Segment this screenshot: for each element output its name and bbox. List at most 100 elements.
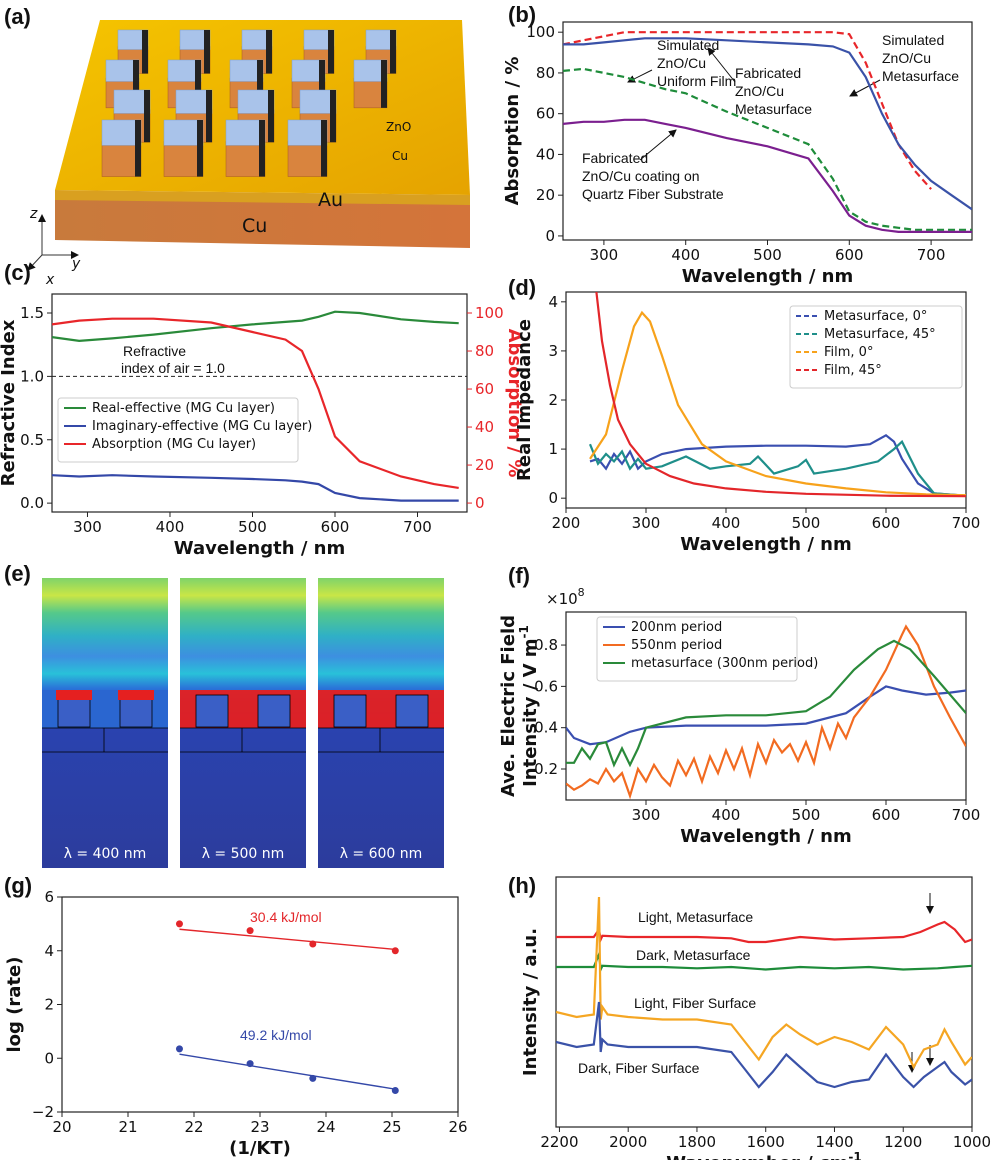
point (309, 1074, 317, 1082)
x-axis-label-text: Wavenumber / cm (666, 1153, 848, 1160)
x-tick-label: 500 (792, 806, 821, 824)
legend-box (789, 305, 963, 389)
x-tick-label: 400 (156, 518, 185, 536)
x-tick-label: 1000 (953, 1133, 991, 1151)
legend-label: Imaginary-effective (MG Cu layer) (92, 419, 312, 434)
x-tick-label: 1400 (815, 1133, 853, 1151)
hot-spot (118, 690, 154, 700)
cube-shade (135, 120, 141, 177)
x-tick-label: 500 (753, 246, 782, 264)
legend-label: Absorption (MG Cu layer) (92, 437, 256, 452)
field-cube (195, 694, 229, 728)
illustration-text: Cu (392, 149, 408, 163)
y2-tick-label: 80 (475, 342, 494, 360)
cube-shade (328, 30, 334, 74)
x-axis-label: Wavelength / nm (682, 266, 853, 287)
legend-box (596, 616, 798, 682)
series-line (566, 639, 966, 768)
annotation: ZnO/Cu coating on (582, 168, 700, 184)
panel-label: (b) (508, 2, 536, 27)
series-line (556, 1001, 972, 1089)
annotation: 30.4 kJ/mol (250, 909, 322, 925)
y-tick-label: 0 (545, 227, 555, 245)
annotation: Simulated (882, 32, 944, 48)
series-line (595, 292, 966, 498)
chart: (h) 2200 2000 1800 1600 1400 1200 1000 Wavenumbe… (508, 873, 991, 1160)
cube-side (163, 141, 204, 177)
x-tick-label: 1800 (678, 1133, 716, 1151)
series-line (52, 317, 459, 489)
annotation: Fabricated (582, 150, 648, 166)
y-tick-label: 0.5 (20, 431, 44, 449)
y-tick-label: 4 (44, 942, 54, 960)
series-line (52, 310, 459, 343)
y-tick-label: 0.4 (534, 719, 558, 737)
cube-side (225, 141, 266, 177)
series-line (556, 950, 972, 974)
y-axis-label: Intensity / a.u. (520, 928, 541, 1076)
map-label: λ = 500 nm (202, 846, 285, 862)
y-axis-label: log (rate) (4, 957, 25, 1053)
y-axis-label-text: Intensity / V m (520, 638, 541, 786)
annotation: Metasurface (735, 101, 812, 117)
x-axis-label: Wavenumber / cm-1 (666, 1150, 862, 1160)
y-tick-label: 0.0 (20, 494, 44, 512)
point (175, 920, 183, 928)
y2-tick-label: 40 (475, 418, 494, 436)
x-tick-label: 600 (321, 518, 350, 536)
annotation: Simulated (657, 37, 719, 53)
x-axis-label: Wavelength / nm (680, 534, 851, 555)
illustration-text: z (29, 206, 38, 222)
x-axis-label: Wavelength / nm (174, 538, 345, 559)
x-tick-label: 2200 (540, 1133, 578, 1151)
annotation: Metasurface (882, 68, 959, 84)
y-tick-label: 1 (548, 440, 558, 458)
y-axis-label: Absorption / % (502, 57, 523, 206)
y-axis-label: Intensity / V m-1 (517, 625, 541, 787)
y-tick-label: 0.2 (534, 760, 558, 778)
x-tick-label: 2000 (609, 1133, 647, 1151)
y2-tick-label: 60 (475, 380, 494, 398)
annotation: ZnO/Cu (882, 50, 931, 66)
point (391, 1087, 399, 1094)
y-tick-label: 100 (526, 23, 555, 41)
cube-shade (319, 60, 325, 108)
panel-label: (h) (508, 873, 536, 898)
cube-top (287, 119, 328, 146)
plot-frame (565, 611, 967, 801)
series-line (556, 896, 972, 1070)
arrow (849, 79, 881, 97)
y-tick-label: 0.8 (534, 636, 558, 654)
cube-shade (390, 30, 396, 74)
legend-box (57, 397, 299, 463)
annotation: ZnO/Cu (735, 83, 784, 99)
series-line (563, 37, 972, 211)
y-tick-label: 1.5 (20, 304, 44, 322)
axis-arrow (27, 254, 43, 271)
series-label: Dark, Fiber Surface (578, 1060, 700, 1076)
chart: (d) 200 300 400 500 600 700 0 1 2 3 4 Wavelength / n… (508, 275, 980, 555)
x-tick-label: 700 (952, 806, 981, 824)
legend-label: 200nm period (631, 620, 722, 635)
series-line (52, 474, 459, 502)
superscript: 8 (578, 586, 585, 599)
x-tick-label: 21 (118, 1118, 137, 1136)
field-cube (333, 694, 367, 728)
cube-shade (268, 90, 274, 143)
y-tick-label: 40 (536, 145, 555, 163)
panel-label: (d) (508, 275, 536, 300)
series-line (589, 310, 966, 497)
annotation: Quartz Fiber Substrate (582, 186, 724, 202)
cube-shade (195, 60, 201, 108)
reference-label: index of air = 1.0 (121, 360, 225, 376)
x-axis-label-text: Wavelength / nm (682, 266, 853, 287)
superscript: -1 (848, 1150, 861, 1160)
map-label: λ = 600 nm (340, 846, 423, 862)
illustration: ZnO Cu Au Cu z xy (27, 20, 470, 288)
series-line (563, 31, 932, 190)
cube-top (225, 119, 266, 146)
plot-frame (51, 293, 468, 513)
series-label: Light, Metasurface (638, 909, 753, 925)
chart: (b) 300 400 500 600 700 0 20 40 60 80 100 Wavelength… (502, 2, 973, 287)
scale-label: ×108 (546, 586, 585, 608)
